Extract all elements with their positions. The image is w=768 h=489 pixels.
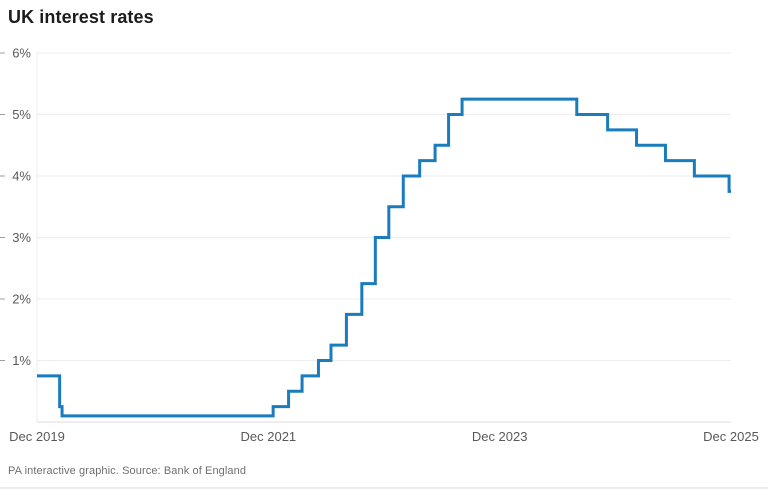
y-axis-label: 2% (12, 292, 31, 307)
x-axis-label: Dec 2025 (703, 429, 759, 444)
y-axis-label: 6% (12, 46, 31, 61)
y-axis-label: 4% (12, 169, 31, 184)
chart-title: UK interest rates (8, 7, 154, 27)
y-axis-label: 3% (12, 230, 31, 245)
y-axis-label: 5% (12, 107, 31, 122)
x-axis-label: Dec 2021 (241, 429, 297, 444)
y-axis-label: 1% (12, 353, 31, 368)
interest-rate-step-line (37, 97, 731, 418)
x-axis-label: Dec 2019 (9, 429, 65, 444)
source-note: PA interactive graphic. Source: Bank of … (8, 465, 247, 477)
x-axis-label: Dec 2023 (472, 429, 528, 444)
